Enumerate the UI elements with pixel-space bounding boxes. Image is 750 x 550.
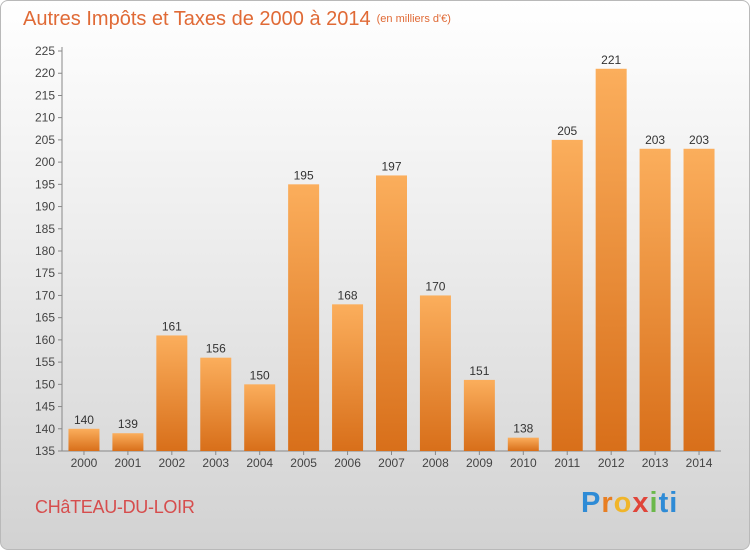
bar-value-label: 203 xyxy=(689,133,709,147)
bar-value-label: 205 xyxy=(557,124,577,138)
x-tick-label: 2006 xyxy=(334,456,361,470)
bar xyxy=(551,139,583,451)
chart-unit: (en milliers d'€) xyxy=(376,13,451,25)
bar xyxy=(419,295,451,451)
y-tick-label: 165 xyxy=(35,311,55,325)
y-tick-label: 200 xyxy=(35,155,55,169)
bar xyxy=(376,175,407,451)
bar xyxy=(112,433,144,451)
y-tick-label: 170 xyxy=(35,288,55,302)
bar xyxy=(683,148,715,451)
bar-value-label: 170 xyxy=(425,279,445,293)
chart-title: Autres Impôts et Taxes de 2000 à 2014 (en… xyxy=(23,8,451,31)
bar xyxy=(595,68,627,452)
x-tick-label: 2001 xyxy=(115,456,142,470)
x-tick-label: 2010 xyxy=(510,456,537,470)
x-tick-label: 2002 xyxy=(158,456,185,470)
bar-value-label: 138 xyxy=(513,422,533,436)
logo-letter: P xyxy=(581,487,602,519)
y-tick-label: 140 xyxy=(35,422,55,436)
bar xyxy=(68,428,100,451)
bar xyxy=(639,148,671,451)
chart-title-text: Autres Impôts et Taxes de 2000 à 2014 xyxy=(23,8,371,30)
bar-value-label: 197 xyxy=(381,159,401,173)
x-tick-label: 2011 xyxy=(554,456,580,470)
bar-value-label: 139 xyxy=(118,417,138,431)
y-tick-label: 225 xyxy=(35,44,55,58)
bar-value-label: 140 xyxy=(74,413,94,427)
y-tick-label: 155 xyxy=(35,355,55,369)
bar-value-label: 156 xyxy=(206,342,226,356)
location-name: CHâTEAU-DU-LOIR xyxy=(35,497,195,517)
y-tick-label: 220 xyxy=(35,66,55,80)
y-tick-label: 195 xyxy=(35,177,55,191)
y-tick-label: 180 xyxy=(35,244,55,258)
x-tick-label: 2014 xyxy=(686,456,713,470)
x-tick-label: 2004 xyxy=(246,456,273,470)
bar xyxy=(463,379,495,451)
bar xyxy=(332,304,364,451)
bar-value-label: 151 xyxy=(469,364,489,378)
y-tick-label: 190 xyxy=(35,200,55,214)
logo-letter: r xyxy=(601,487,614,519)
x-tick-label: 2000 xyxy=(71,456,98,470)
x-tick-label: 2008 xyxy=(422,456,449,470)
y-tick-label: 210 xyxy=(35,111,55,125)
x-tick-label: 2013 xyxy=(642,456,669,470)
x-tick-label: 2005 xyxy=(290,456,317,470)
y-tick-label: 145 xyxy=(35,400,55,414)
x-tick-label: 2009 xyxy=(466,456,493,470)
x-tick-label: 2007 xyxy=(378,456,405,470)
logo-letter: ti xyxy=(658,487,679,519)
logo-letter: x xyxy=(632,487,650,519)
x-tick-label: 2012 xyxy=(598,456,625,470)
logo-letter: o xyxy=(613,487,633,519)
y-tick-label: 160 xyxy=(35,333,55,347)
bar-value-label: 168 xyxy=(338,288,358,302)
bar-value-label: 161 xyxy=(162,319,182,333)
y-tick-label: 175 xyxy=(35,266,55,280)
y-tick-label: 135 xyxy=(35,444,55,458)
proxiti-logo: Proxiti xyxy=(581,487,678,520)
bar xyxy=(507,437,539,451)
x-tick-label: 2003 xyxy=(202,456,229,470)
bar xyxy=(244,384,276,451)
y-tick-label: 215 xyxy=(35,88,55,102)
bar-value-label: 221 xyxy=(601,53,621,67)
bar xyxy=(156,335,188,451)
bar-value-label: 195 xyxy=(294,168,314,182)
y-tick-label: 150 xyxy=(35,377,55,391)
bar-value-label: 150 xyxy=(250,368,270,382)
y-tick-label: 185 xyxy=(35,222,55,236)
bar xyxy=(288,184,320,452)
bar xyxy=(200,357,232,451)
bar-value-label: 203 xyxy=(645,133,665,147)
y-tick-label: 205 xyxy=(35,133,55,147)
logo-letter: i xyxy=(649,487,659,519)
